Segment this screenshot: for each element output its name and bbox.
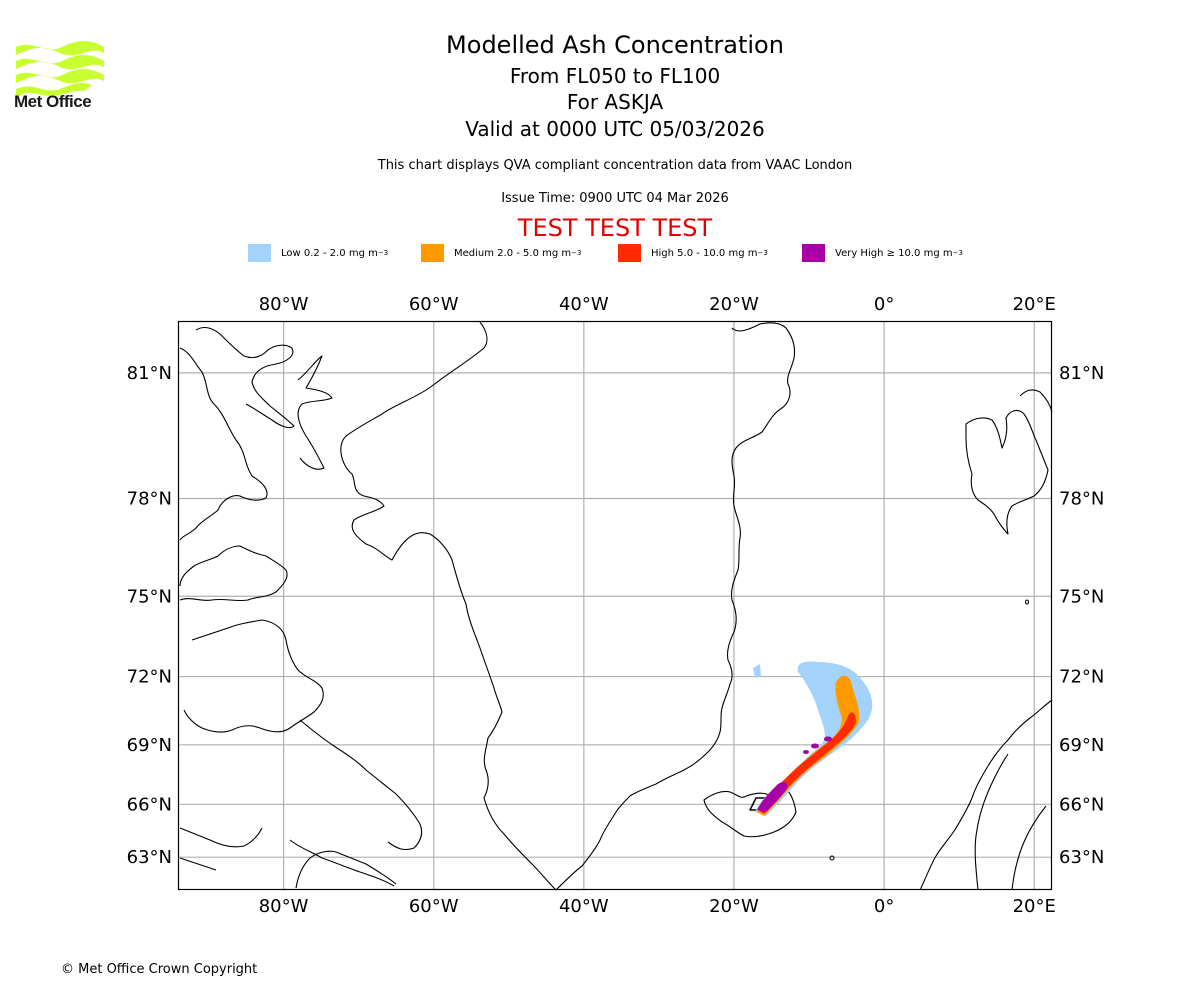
ash-very-high-layer: [757, 782, 788, 812]
axis-tick-labels: 80°W 80°W 60°W 60°W 40°W 40°W 20°W 20°W 0° 0° 20°E…: [127, 294, 1105, 917]
latitude-label-left: 75°N: [127, 586, 172, 607]
legend-item-very-high: Very High ≥ 10.0 mg m −3: [802, 244, 963, 262]
coastline-norway: [919, 699, 1053, 891]
copyright-notice: © Met Office Crown Copyright: [61, 962, 258, 977]
legend-label-medium: Medium 2.0 - 5.0: [454, 247, 539, 259]
longitude-label-bottom: 80°W: [259, 896, 309, 917]
volcano-name: For ASKJA: [566, 90, 664, 114]
coastline-svalbard: [965, 409, 1049, 535]
legend-unit: mg m: [542, 247, 572, 259]
legend-swatch-very-high: [802, 244, 825, 262]
legend-unit-exponent: −3: [571, 249, 582, 257]
longitude-label-bottom: 40°W: [559, 896, 609, 917]
issue-time: Issue Time: 0900 UTC 04 Mar 2026: [501, 191, 729, 206]
coastline-svalbard-east: [1019, 389, 1053, 413]
legend-label-low: Low 0.2 - 2.0: [281, 247, 346, 259]
map-gridlines: [178, 321, 1052, 890]
latitude-label-left: 69°N: [127, 735, 172, 756]
island-bear: [1024, 599, 1030, 605]
latitude-label-left: 81°N: [127, 363, 172, 384]
coastline-baffin-2: [183, 619, 324, 733]
coastline-sweden: [974, 753, 1047, 891]
legend-item-medium: Medium 2.0 - 5.0 mg m −3: [421, 244, 581, 262]
coastline-ellesmere-2: [195, 327, 295, 429]
legend-unit-exponent: −3: [757, 249, 768, 257]
legend-label-high: High 5.0 - 10.0: [651, 247, 726, 259]
latitude-label-right: 81°N: [1059, 363, 1104, 384]
latitude-label-left: 72°N: [127, 667, 172, 688]
ash-very-high-spot: [803, 750, 809, 754]
ash-very-high-spot: [811, 743, 819, 749]
longitude-label-top: 80°W: [259, 294, 309, 315]
legend-unit: mg m: [348, 247, 378, 259]
legend-item-high: High 5.0 - 10.0 mg m −3: [618, 244, 768, 262]
legend-swatch-high: [618, 244, 641, 262]
qva-subtitle: This chart displays QVA compliant concen…: [377, 158, 853, 173]
longitude-label-top: 20°E: [1013, 294, 1056, 315]
coastline-ellesmere: [179, 347, 268, 541]
map-frame: [177, 320, 1053, 891]
coastline-iceland: [703, 785, 797, 838]
latitude-label-left: 63°N: [127, 847, 172, 868]
latitude-label-right: 75°N: [1059, 586, 1104, 607]
coastlines: [179, 321, 1053, 891]
legend-swatch-medium: [421, 244, 444, 262]
coastline-baffin: [179, 545, 288, 602]
coastline-greenland: [340, 321, 557, 891]
longitude-label-top: 20°W: [709, 294, 759, 315]
legend-unit-exponent: −3: [377, 249, 389, 257]
longitude-label-top: 60°W: [409, 294, 459, 315]
coastline-baffin-3: [299, 719, 423, 851]
longitude-label-bottom: 20°E: [1013, 896, 1056, 917]
legend-label-very-high: Very High ≥ 10.0: [835, 247, 921, 259]
ash-plume: [753, 661, 873, 816]
ash-low-fragment: [753, 664, 761, 678]
island-jan-mayen: [829, 855, 835, 861]
longitude-label-bottom: 60°W: [409, 896, 459, 917]
latitude-label-right: 72°N: [1059, 667, 1104, 688]
flight-level-range: From FL050 to FL100: [509, 64, 721, 88]
latitude-label-left: 66°N: [127, 794, 172, 815]
legend-unit: mg m: [923, 247, 953, 259]
test-banner: TEST TEST TEST: [517, 214, 713, 242]
ash-very-high-spot: [824, 736, 832, 742]
concentration-legend: Low 0.2 - 2.0 mg m −3 Medium 2.0 - 5.0 mg…: [0, 244, 1200, 264]
longitude-label-bottom: 0°: [874, 896, 894, 917]
latitude-label-right: 69°N: [1059, 735, 1104, 756]
chart-title: Modelled Ash Concentration: [446, 31, 784, 59]
coastline-greenland-east: [555, 322, 796, 891]
met-office-logo-text: Met Office: [14, 92, 92, 111]
legend-item-low: Low 0.2 - 2.0 mg m −3: [248, 244, 388, 262]
longitude-label-bottom: 20°W: [709, 896, 759, 917]
latitude-label-right: 78°N: [1059, 488, 1104, 509]
coastline-ellesmere-3: [297, 355, 333, 470]
latitude-label-right: 66°N: [1059, 794, 1104, 815]
legend-swatch-low: [248, 244, 271, 262]
coastline-hudson: [179, 827, 395, 887]
legend-unit-exponent: −3: [952, 249, 963, 257]
valid-time: Valid at 0000 UTC 05/03/2026: [465, 117, 765, 141]
met-office-logo-icon: [16, 41, 104, 97]
latitude-label-left: 78°N: [127, 488, 172, 509]
longitude-label-top: 40°W: [559, 294, 609, 315]
longitude-label-top: 0°: [874, 294, 894, 315]
coastline-labrador: [295, 850, 397, 889]
latitude-label-right: 63°N: [1059, 847, 1104, 868]
legend-unit: mg m: [728, 247, 758, 259]
